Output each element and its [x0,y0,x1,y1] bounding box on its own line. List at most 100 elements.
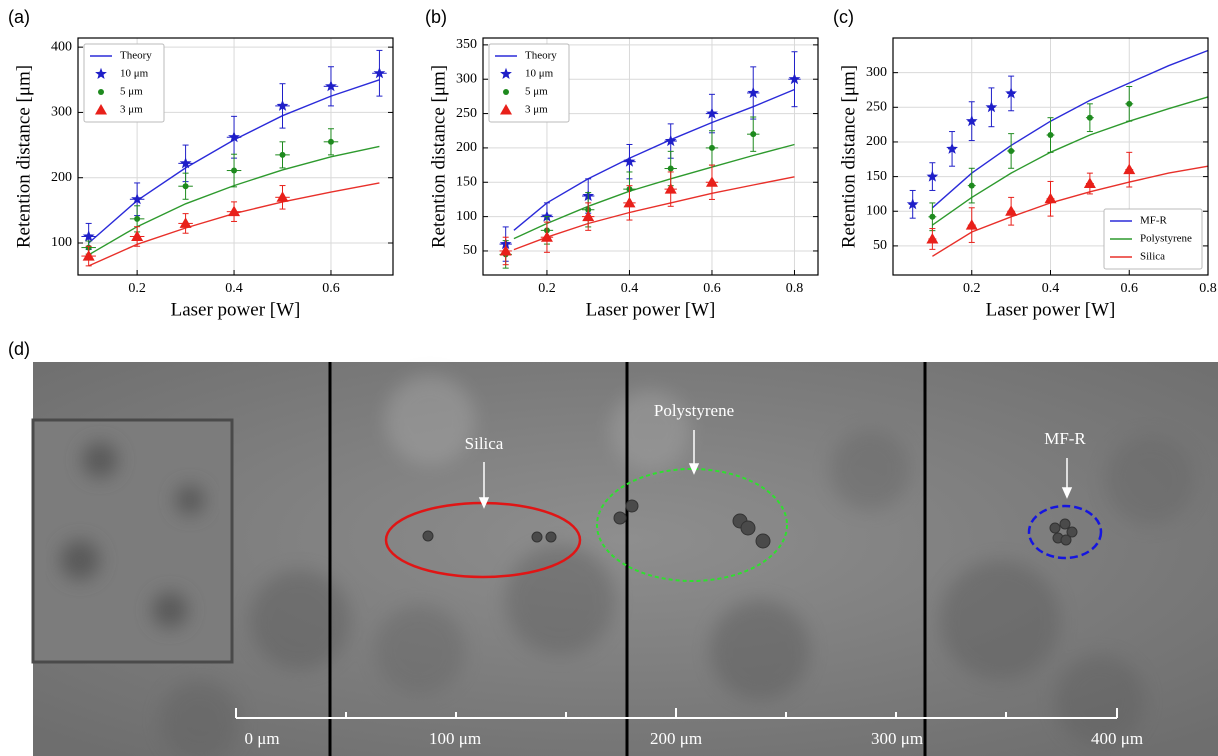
x-tick-label: 0.2 [538,281,556,296]
marker [623,155,636,167]
marker [623,196,636,208]
annotation: Polystyrene [654,401,734,420]
marker [1126,100,1133,107]
marker [179,157,192,169]
particles [422,499,1078,549]
panel-label: (b) [425,7,447,27]
marker [708,144,715,151]
marker [664,134,677,147]
panel-label: (c) [833,7,854,27]
texture [80,375,1195,756]
marker [134,215,141,222]
y-tick-label: 200 [456,140,477,155]
legend-marker [500,104,512,115]
pipette-texture [60,442,205,628]
legend-label: Polystyrene [1140,233,1192,245]
marker [499,244,512,256]
x-tick-label: 0.2 [128,281,146,296]
x-tick-label: 0.4 [621,281,639,296]
panel-label: (a) [8,7,30,27]
marker [1044,192,1057,204]
marker [1047,132,1054,139]
y-tick-label: 100 [51,235,72,250]
theory-curve [931,49,1209,209]
polystyrene-ellipse [596,468,788,582]
y-axis-label: Retention distance [μm] [13,65,34,248]
legend-marker [95,67,107,79]
legend-box [83,43,165,123]
marker [705,176,718,187]
legend-label: Theory [120,50,152,62]
marker [667,165,674,172]
legend-label: MF-R [1140,215,1168,227]
marker [279,151,286,158]
plot-frame [892,37,1209,276]
y-axis-label: Retention distance [μm] [428,65,449,248]
x-axis-label: Laser power [W] [171,299,301,320]
marker [747,86,760,98]
panel-label: (d) [8,339,30,359]
y-tick-label: 150 [866,169,887,184]
marker [541,210,553,222]
marker [750,131,757,138]
y-tick-label: 100 [456,209,477,224]
image-panel: Silica Polystyrene MF-R 0 μm 100 μm 200 … [31,362,1218,756]
marker [926,170,939,182]
legend-label: 5 μm [120,86,143,98]
y-tick-label: 300 [866,65,887,80]
marker [968,182,975,189]
marker [228,131,240,143]
x-tick-label: 0.4 [1042,281,1060,296]
marker [926,232,939,244]
marker [276,99,289,111]
pipette [31,418,234,664]
y-tick-label: 250 [866,100,887,115]
x-tick-label: 0.8 [786,281,804,296]
marker [182,183,189,190]
legend-box [1103,208,1203,270]
chart: (c) 0.2 0.4 0.6 0.8 50 100 150 200 250 300 Laser po… [833,7,1217,321]
marker [325,80,337,92]
x-tick-label: 0.4 [225,281,243,296]
marker [327,138,334,145]
y-tick-label: 350 [456,37,477,52]
x-tick-label: 0.2 [963,281,981,296]
x-tick-label: 0.8 [1199,281,1217,296]
marker [965,219,978,230]
theory-curve [931,96,1209,226]
marker [82,230,95,242]
marker [231,167,238,174]
scale-label: 0 μm [244,729,279,748]
marker [906,198,919,210]
marker [82,250,95,261]
marker [179,217,192,228]
scale-label: 200 μm [650,729,702,748]
legend-label: 3 μm [525,104,548,116]
marker [985,101,998,113]
y-tick-label: 400 [51,39,72,54]
legend-label: 10 μm [120,68,149,80]
frame-separators [328,362,927,756]
y-tick-label: 200 [51,170,72,185]
x-tick-label: 0.6 [1121,281,1139,296]
y-tick-label: 200 [866,134,887,149]
scale-label: 100 μm [429,729,481,748]
scale-label: 300 μm [871,729,923,748]
marker [965,115,978,127]
marker [664,183,677,194]
legend-marker [500,67,512,79]
x-axis-label: Laser power [W] [986,299,1116,320]
legend-marker [98,89,104,95]
marker [228,205,241,217]
legend-marker [95,104,107,115]
y-tick-label: 100 [866,203,887,218]
mfr-ellipse [1027,504,1103,560]
theory-curve [513,143,795,240]
theory-curve [513,88,795,231]
marker [946,142,958,154]
chart: (b) 0.2 0.4 0.6 0.8 50 100 150 200 250 300 350 Laser… [425,7,819,320]
marker [540,231,553,242]
marker [1086,114,1093,121]
marker [582,210,595,222]
theory-curve [513,176,795,251]
